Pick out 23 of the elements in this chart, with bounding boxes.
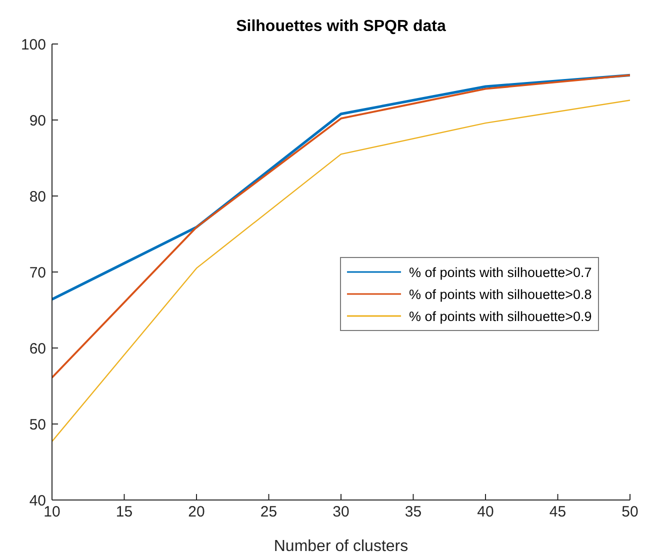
chart-title: Silhouettes with SPQR data <box>235 18 447 36</box>
y-tick-label: 50 <box>29 416 46 434</box>
x-tick-label: 35 <box>404 504 422 521</box>
y-tick-label: 60 <box>29 340 46 358</box>
y-tick-label: 80 <box>29 188 46 206</box>
y-tick-label: 90 <box>29 112 46 130</box>
y-tick-label: 40 <box>29 492 46 510</box>
x-tick-label: 30 <box>332 504 350 521</box>
x-tick-label: 15 <box>116 504 133 521</box>
legend-label: % of points with silhouette>0.8 <box>409 286 592 302</box>
legend-label: % of points with silhouette>0.7 <box>409 264 592 280</box>
x-tick-label: 25 <box>260 504 278 521</box>
x-tick-label: 20 <box>188 504 205 521</box>
y-tick-label: 70 <box>29 264 46 282</box>
x-axis-title: Number of clusters <box>274 538 408 553</box>
y-tick-label: 100 <box>20 36 46 54</box>
line-series <box>52 100 630 442</box>
x-tick-label: 50 <box>622 504 638 521</box>
legend-label: % of points with silhouette>0.9 <box>409 308 592 324</box>
line-series <box>52 74 630 379</box>
x-tick-label: 10 <box>44 504 60 521</box>
x-tick-label: 45 <box>549 504 566 521</box>
x-tick-label: 40 <box>477 504 494 521</box>
